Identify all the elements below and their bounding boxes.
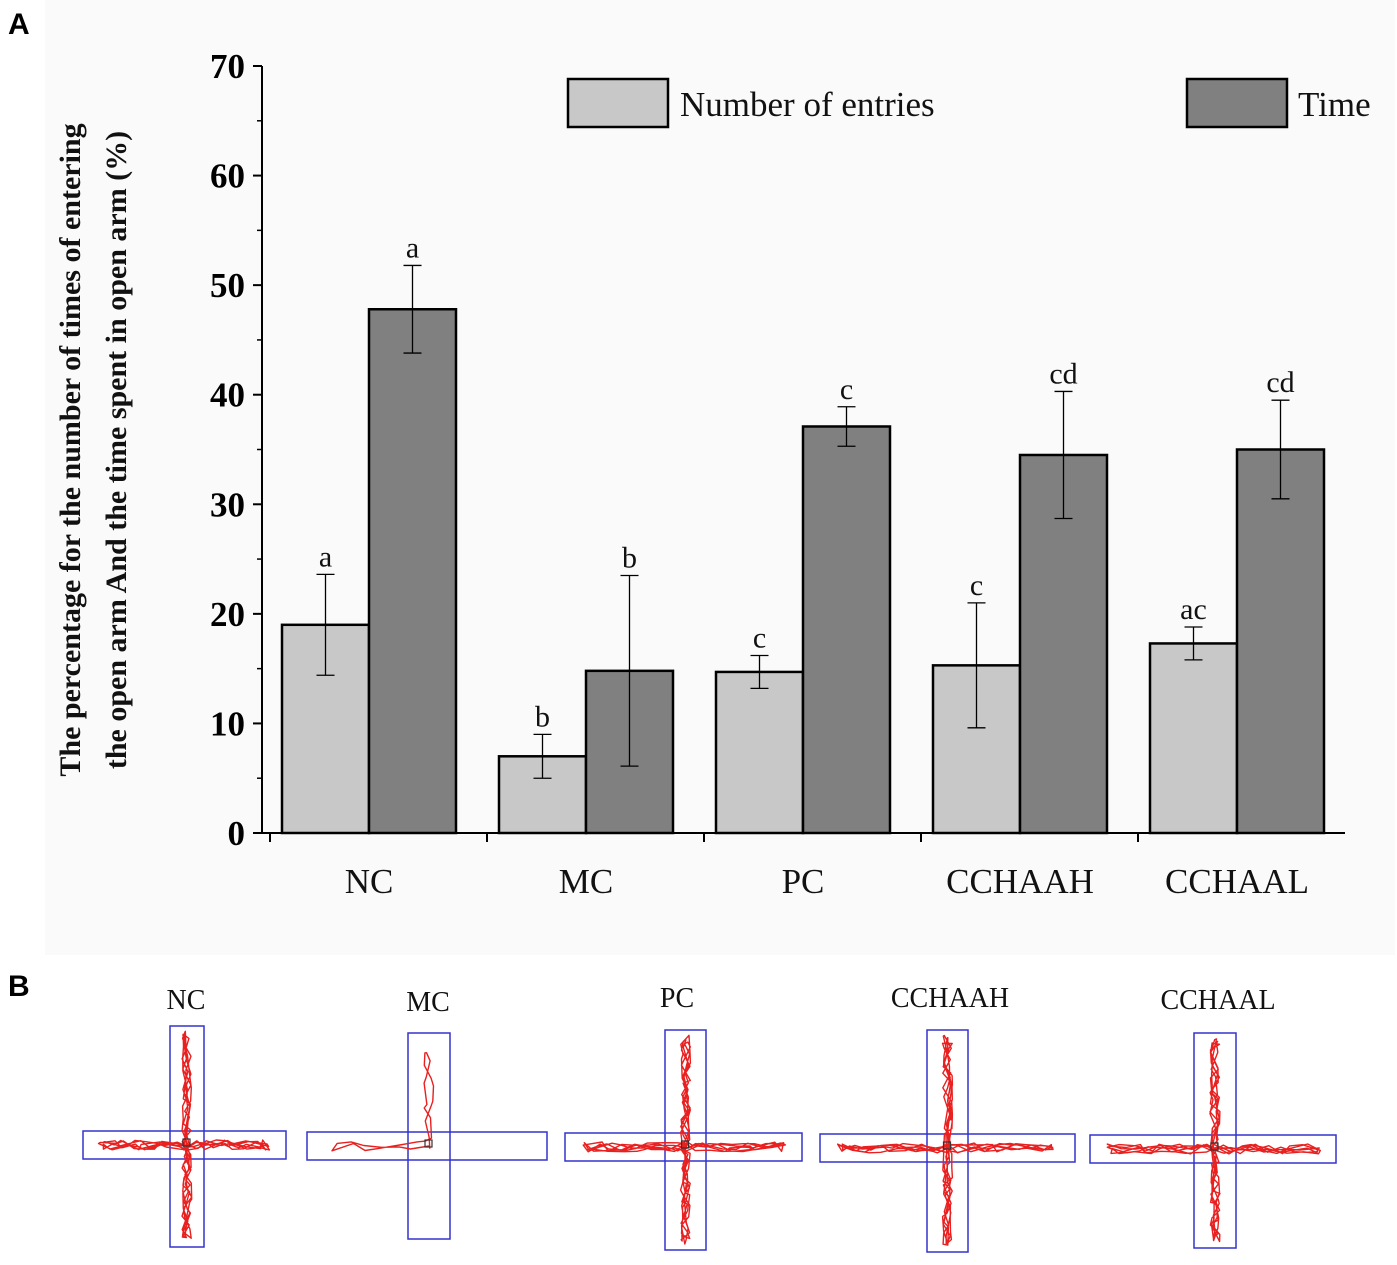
- y-tick-label: 70: [210, 47, 245, 86]
- chart-bars: a a b b c c c cd ac cd: [280, 231, 1326, 835]
- maze-vertical-arm: [407, 1032, 451, 1240]
- movement-track: [97, 1030, 271, 1239]
- maze-vertical-arm: [664, 1029, 707, 1251]
- bar-CCHAAL-0: [1148, 642, 1239, 835]
- bar-NC-1: [367, 307, 458, 835]
- movement-track: [836, 1034, 1054, 1246]
- movement-track: [582, 1034, 787, 1245]
- y-tick-label: 10: [210, 704, 245, 743]
- significance-label: ac: [1180, 593, 1207, 626]
- bar-PC-1: [801, 425, 892, 835]
- legend-swatch: [1185, 77, 1289, 129]
- significance-label: b: [535, 700, 550, 733]
- legend-swatch: [566, 77, 670, 129]
- start-marker: [942, 1141, 952, 1150]
- start-marker: [182, 1138, 191, 1147]
- y-axis-label-line2: the open arm And the time spent in open …: [100, 131, 133, 769]
- maze-vertical-arm: [169, 1025, 205, 1248]
- chart-legend: Number of entries Time: [566, 77, 1371, 129]
- maze-label-CCHAAL: CCHAAL: [1160, 985, 1276, 1016]
- maze-label-NC: NC: [166, 985, 206, 1016]
- maze-horizontal-arm: [564, 1132, 803, 1162]
- significance-label: a: [406, 231, 419, 264]
- significance-label: c: [753, 621, 766, 654]
- movement-track: [1106, 1038, 1321, 1243]
- x-tick-label-PC: PC: [782, 862, 825, 901]
- y-axis-label-line1: The percentage for the number of times o…: [54, 123, 87, 776]
- y-tick-label: 40: [210, 376, 245, 415]
- bar-chart: 0 10 20 30 40 50 60 70 a a b b c c c cd ac cd NC MC PC CCHA…: [54, 47, 1371, 901]
- significance-label: c: [970, 569, 983, 602]
- y-axis-label: The percentage for the number of times o…: [54, 123, 133, 776]
- y-tick-label: 20: [210, 595, 245, 634]
- start-marker: [680, 1140, 690, 1149]
- panel-label-b: B: [8, 970, 30, 1003]
- maze-vertical-arm: [1193, 1032, 1237, 1249]
- significance-label: cd: [1266, 366, 1294, 399]
- x-tick-label-NC: NC: [345, 862, 394, 901]
- start-marker: [424, 1139, 433, 1148]
- movement-track: [331, 1052, 435, 1152]
- maze-label-CCHAAH: CCHAAH: [890, 983, 1010, 1014]
- panel-label-a: A: [8, 8, 30, 41]
- start-marker: [1210, 1142, 1219, 1151]
- significance-label: b: [622, 542, 637, 575]
- legend-label: Number of entries: [680, 85, 935, 124]
- x-tick-label-CCHAAH: CCHAAH: [946, 862, 1094, 901]
- x-axis-ticks: NC MC PC CCHAAH CCHAAL: [269, 833, 1309, 901]
- maze-vertical-arm: [926, 1029, 969, 1253]
- x-tick-label-MC: MC: [559, 862, 613, 901]
- maze-label-MC: MC: [406, 987, 450, 1018]
- y-tick-label: 0: [228, 814, 246, 853]
- maze-horizontal-arm: [306, 1131, 548, 1161]
- legend-label: Time: [1298, 85, 1371, 124]
- x-tick-label-CCHAAL: CCHAAL: [1165, 862, 1309, 901]
- bar-CCHAAL-1: [1235, 448, 1326, 835]
- maze-tracks: [82, 1025, 1337, 1253]
- y-axis-ticks: 0 10 20 30 40 50 60 70: [210, 47, 262, 853]
- significance-label: a: [319, 540, 332, 573]
- y-tick-label: 50: [210, 266, 245, 305]
- significance-label: c: [840, 373, 853, 406]
- significance-label: cd: [1049, 357, 1077, 390]
- y-tick-label: 30: [210, 485, 245, 524]
- bar-PC-0: [714, 670, 805, 835]
- maze-label-PC: PC: [659, 983, 695, 1014]
- y-tick-label: 60: [210, 157, 245, 196]
